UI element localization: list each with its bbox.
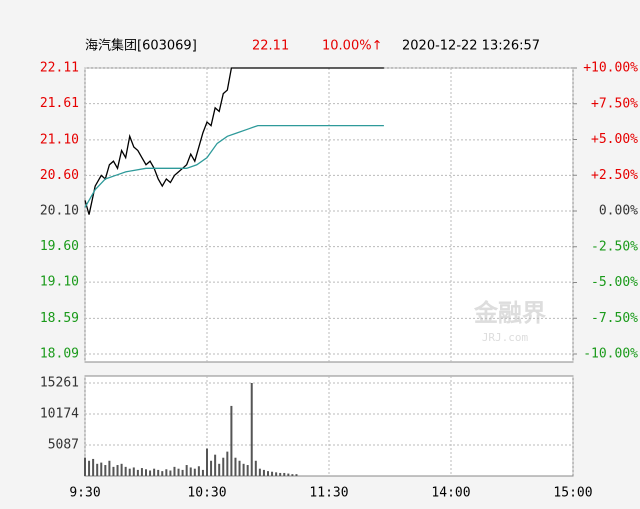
volume-bar (108, 460, 111, 476)
volume-bar (173, 466, 176, 476)
volume-bar (112, 466, 115, 476)
y2-tick-label: +5.00% (591, 132, 638, 147)
volume-bar (128, 468, 131, 476)
volume-bar (116, 465, 119, 476)
y2-tick-label: -7.50% (591, 311, 638, 326)
volume-bar (161, 471, 164, 476)
y-tick-label: 10174 (40, 407, 79, 422)
volume-bar (271, 471, 274, 476)
volume-bar (206, 448, 208, 476)
volume-bar (100, 462, 103, 476)
y-tick-label: 21.10 (40, 132, 79, 147)
y2-tick-label: -2.50% (591, 239, 638, 254)
x-tick-label: 11:30 (309, 486, 348, 501)
volume-bar (267, 471, 269, 476)
price-line (84, 124, 384, 208)
volume-bar (254, 460, 257, 476)
y2-tick-label: +2.50% (591, 168, 638, 183)
y2-tick-label: 0.00% (599, 204, 638, 219)
y2-tick-label: +7.50% (591, 96, 638, 111)
y-tick-label: 20.10 (40, 204, 79, 219)
y2-tick-label: -5.00% (591, 275, 638, 290)
volume-bar (136, 469, 139, 476)
y-tick-label: 19.60 (40, 239, 79, 254)
volume-bar (120, 463, 123, 476)
volume-bar (218, 463, 221, 476)
volume-bar (197, 466, 200, 476)
stock-name: 海汽集团[603069] (85, 38, 197, 54)
volume-bar (246, 465, 249, 476)
volume-bar (250, 383, 253, 476)
volume-bar (287, 473, 290, 476)
volume-bar (132, 467, 135, 476)
volume-bar (96, 463, 99, 476)
x-tick-label: 10:30 (187, 486, 226, 501)
change: 10.00%↑ (322, 39, 382, 54)
volume-bar (157, 469, 160, 476)
y-tick-label: 18.59 (40, 311, 79, 326)
volume-bar (234, 457, 237, 476)
watermark-site: JRJ.com (482, 331, 529, 344)
volume-bar (222, 457, 225, 476)
volume-bar (201, 469, 204, 476)
volume-bar (189, 467, 192, 476)
y-tick-label: 5087 (48, 438, 79, 453)
x-tick-label: 9:30 (69, 486, 100, 501)
x-tick-label: 15:00 (553, 486, 592, 501)
price-line (84, 67, 384, 215)
volume-bar (149, 470, 152, 476)
timestamp: 2020-12-22 13:26:57 (402, 39, 540, 54)
volume-bar (177, 468, 180, 476)
y-tick-label: 21.61 (40, 96, 79, 111)
y-tick-label: 15261 (40, 376, 79, 391)
y-tick-label: 18.09 (40, 347, 79, 362)
volume-bar (185, 465, 188, 476)
volume-bar (238, 460, 241, 476)
volume-bar (230, 405, 233, 476)
volume-bar (88, 460, 91, 476)
volume-bar (262, 469, 265, 476)
volume-bar (283, 472, 286, 476)
price: 22.11 (252, 39, 289, 54)
volume-bar (275, 472, 278, 476)
volume-bar (214, 454, 217, 476)
volume-bar (153, 468, 156, 476)
volume-bar (140, 468, 143, 476)
volume-bar (226, 451, 229, 476)
y-tick-label: 22.11 (40, 61, 79, 76)
volume-bar (258, 468, 261, 476)
volume-bar (295, 474, 298, 476)
volume-bar (165, 469, 168, 476)
x-tick-label: 14:00 (431, 486, 470, 501)
y-tick-label: 19.10 (40, 275, 79, 290)
y2-tick-label: +10.00% (583, 61, 638, 76)
volume-bar (193, 468, 196, 476)
volume-bar (92, 458, 95, 476)
volume-bar (124, 466, 127, 476)
volume-bar (169, 470, 172, 476)
volume-bar (242, 463, 245, 476)
volume-bar (279, 472, 282, 476)
watermark: 金融界 (473, 299, 546, 327)
y2-tick-label: -10.00% (583, 347, 638, 362)
volume-bar (291, 474, 294, 476)
volume-bar (181, 469, 184, 476)
volume-bar (104, 465, 107, 476)
volume-bar (84, 457, 86, 476)
y-tick-label: 20.60 (40, 168, 79, 183)
volume-bar (145, 469, 147, 476)
volume-bar (210, 460, 213, 476)
